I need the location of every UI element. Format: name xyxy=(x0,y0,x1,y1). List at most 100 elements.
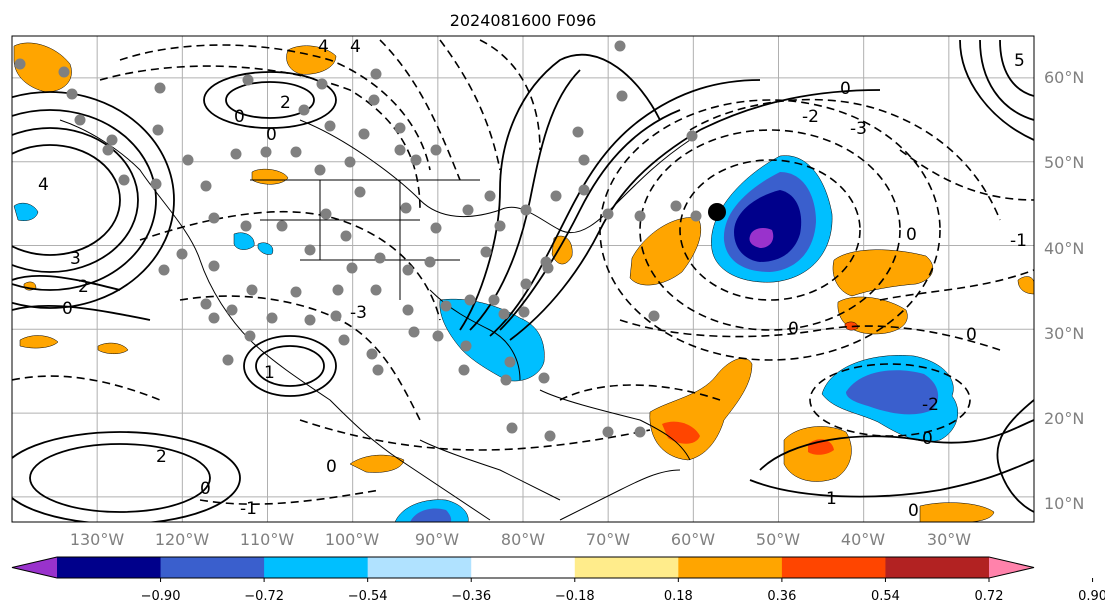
dashed-contours xyxy=(12,39,1034,505)
colorbar-segment xyxy=(471,557,576,578)
contour-label: 0 xyxy=(326,457,337,477)
contour-line xyxy=(12,375,161,401)
station-dot xyxy=(200,298,212,310)
station-dot xyxy=(460,340,472,352)
positive-anomaly-region xyxy=(551,235,573,265)
station-dot xyxy=(374,252,386,264)
contour-label: 0 xyxy=(908,501,919,521)
station-dot xyxy=(550,190,562,202)
station-dot xyxy=(290,146,302,158)
station-dot xyxy=(66,88,78,100)
contour-line xyxy=(379,39,461,181)
lat-label: 60°N xyxy=(1044,68,1084,87)
station-dot xyxy=(74,114,86,126)
station-dot xyxy=(430,222,442,234)
station-dot xyxy=(520,278,532,290)
station-dot xyxy=(150,178,162,190)
colorbar-segment xyxy=(160,557,265,578)
station-dot xyxy=(106,134,118,146)
station-dot xyxy=(394,122,406,134)
contour-line xyxy=(12,144,121,256)
station-dot xyxy=(340,230,352,242)
contour-label: 0 xyxy=(922,429,933,449)
contour-label: -2 xyxy=(802,107,819,127)
station-dot xyxy=(634,426,646,438)
lon-label: 80°W xyxy=(501,530,545,549)
station-dot xyxy=(260,146,272,158)
lon-label: 70°W xyxy=(586,530,630,549)
contour-label: -3 xyxy=(850,119,867,139)
contour-label: 0 xyxy=(840,79,851,99)
positive-anomaly-region xyxy=(629,217,702,286)
contour-line xyxy=(12,109,157,291)
contour-line xyxy=(243,335,337,397)
positive-anomaly-region xyxy=(1017,276,1034,295)
station-dot xyxy=(410,154,422,166)
station-dot xyxy=(276,220,288,232)
lon-label: 50°W xyxy=(756,530,800,549)
lon-label: 30°W xyxy=(927,530,971,549)
contour-label: 2 xyxy=(156,447,167,467)
negative-anomaly-region xyxy=(749,228,774,248)
contour-line xyxy=(749,459,1034,498)
contour-line xyxy=(979,39,1034,121)
contour-label: -2 xyxy=(922,395,939,415)
contour-label: -1 xyxy=(240,499,257,519)
colorbar-tick-label: 0.54 xyxy=(871,589,900,604)
positive-anomaly-region xyxy=(13,42,72,93)
station-dot xyxy=(102,144,114,156)
colorbar-tick-label: 0.72 xyxy=(975,589,1004,604)
station-dot xyxy=(240,220,252,232)
station-dot xyxy=(58,66,70,78)
contour-line xyxy=(12,91,175,309)
colorbar-tick-label: −0.18 xyxy=(555,589,595,604)
station-dot xyxy=(578,184,590,196)
lat-label: 40°N xyxy=(1044,239,1084,258)
colorbar-tick-label: −0.72 xyxy=(244,589,284,604)
colorbar-segment xyxy=(57,557,162,578)
station-dot xyxy=(518,306,530,318)
station-dot xyxy=(338,334,350,346)
station-dot xyxy=(572,126,584,138)
station-dot xyxy=(400,202,412,214)
contour-label: 2 xyxy=(78,277,89,297)
contour-label: 0 xyxy=(788,319,799,339)
positive-anomaly-region xyxy=(832,249,934,297)
station-dot xyxy=(226,304,238,316)
station-dot xyxy=(484,190,496,202)
contour-line xyxy=(225,81,315,119)
station-dot xyxy=(152,124,164,136)
station-dot xyxy=(118,174,130,186)
station-dot xyxy=(504,356,516,368)
station-dot xyxy=(370,68,382,80)
colorbar-tick-label: −0.90 xyxy=(141,589,181,604)
contour-line xyxy=(599,99,941,361)
station-dot xyxy=(320,208,332,220)
station-dot xyxy=(208,212,220,224)
lon-label: 100°W xyxy=(325,530,380,549)
contour-line xyxy=(679,159,861,301)
station-dot xyxy=(372,364,384,376)
map-area: 4 4 4 3 2 0 2 0 0 -3 1 2 0 -1 0 -2 -3 0 … xyxy=(12,36,1034,522)
contour-label: 0 xyxy=(62,299,73,319)
station-dot xyxy=(686,130,698,142)
station-dot xyxy=(462,204,474,216)
contour-line xyxy=(99,65,421,211)
contours xyxy=(12,39,1034,522)
station-dot xyxy=(208,260,220,272)
colorbar-segment xyxy=(678,557,783,578)
negative-anomaly-region xyxy=(233,232,255,250)
contour-label: 4 xyxy=(318,37,329,57)
station-dot xyxy=(488,294,500,306)
contour-line xyxy=(139,210,441,321)
station-dot xyxy=(358,128,370,140)
station-dot xyxy=(648,310,660,322)
contour-line xyxy=(12,274,151,321)
storm-center-marker xyxy=(708,203,726,221)
contour-line xyxy=(509,89,881,341)
station-dot xyxy=(670,200,682,212)
station-dot xyxy=(290,286,302,298)
colorbar xyxy=(11,556,1094,582)
station-dot xyxy=(368,94,380,106)
station-dot xyxy=(222,354,234,366)
